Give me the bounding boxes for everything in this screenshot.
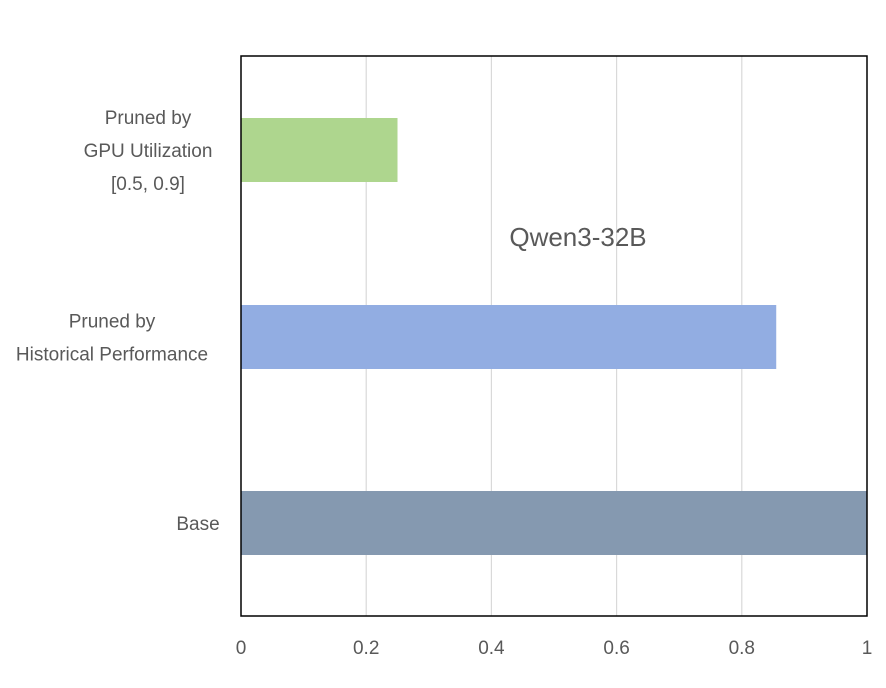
category-label-1: Pruned by Historical Performance xyxy=(16,312,208,366)
x-tick-label-4: 0.8 xyxy=(729,638,755,659)
x-tick-label-3: 0.6 xyxy=(603,638,629,659)
x-tick-label-1: 0.2 xyxy=(353,638,379,659)
category-label-0-line-1: GPU Utilization xyxy=(84,141,213,162)
category-label-1-line-1: Historical Performance xyxy=(16,345,208,366)
bar-2 xyxy=(241,491,867,555)
category-label-0-line-0: Pruned by xyxy=(105,108,192,129)
x-tick-label-0: 0 xyxy=(236,638,247,659)
category-label-0: Pruned by GPU Utilization [0.5, 0.9] xyxy=(84,108,213,195)
category-labels: Pruned by GPU Utilization [0.5, 0.9]Pruned… xyxy=(16,108,220,535)
x-tick-label-5: 1 xyxy=(862,638,873,659)
x-tick-label-2: 0.4 xyxy=(478,638,505,659)
category-label-2-line-0: Base xyxy=(176,514,219,535)
chart-annotation: Qwen3-32B xyxy=(509,222,646,252)
plot-frame xyxy=(240,55,868,617)
category-label-1-line-0: Pruned by xyxy=(69,312,156,333)
category-label-0-line-2: [0.5, 0.9] xyxy=(111,174,185,195)
bars xyxy=(241,118,867,555)
bar-0 xyxy=(241,118,398,182)
bar-1 xyxy=(241,305,777,369)
x-axis-tick-labels: 0 0.2 0.4 0.6 0.8 1 xyxy=(236,638,873,659)
category-label-2: Base xyxy=(176,514,219,535)
